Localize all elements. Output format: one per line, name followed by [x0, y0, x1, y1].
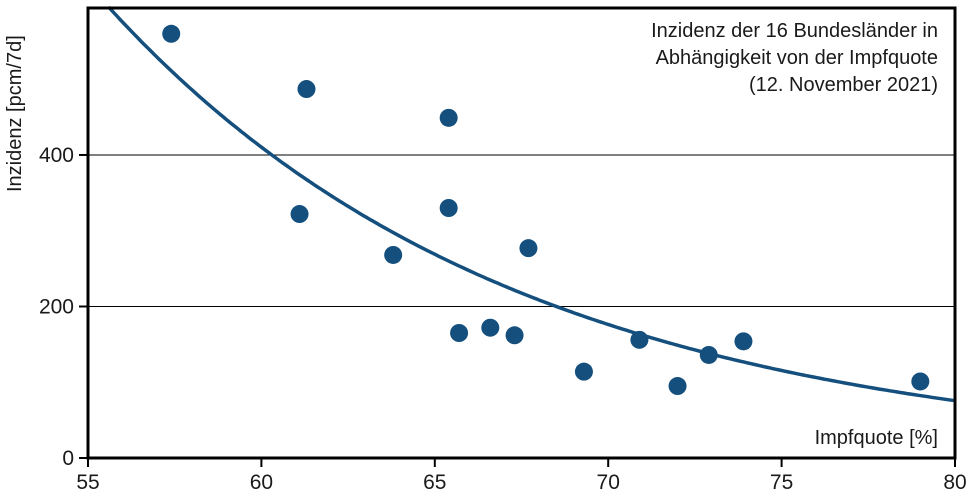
y-tick-label-200: 200 — [39, 295, 74, 318]
chart-title: Inzidenz der 16 Bundesländer in Abhängig… — [651, 18, 938, 99]
data-point-14 — [734, 332, 753, 351]
data-point-12 — [668, 377, 687, 396]
data-point-1 — [290, 205, 309, 224]
data-point-10 — [574, 362, 593, 381]
x-axis-label: Impfquote [%] — [814, 427, 938, 449]
data-point-6 — [450, 324, 469, 342]
x-tick-label-55: 55 — [76, 471, 99, 492]
chart-title-line-2: Abhängigkeit von der Impfquote — [655, 47, 938, 69]
chart-title-line-3: (12. November 2021) — [749, 74, 938, 96]
x-tick-label-65: 65 — [423, 471, 446, 492]
chart-title-line-1: Inzidenz der 16 Bundesländer in — [651, 20, 938, 42]
data-point-2 — [297, 80, 316, 99]
data-point-9 — [519, 239, 538, 258]
data-point-3 — [384, 245, 403, 264]
y-axis-label: Inzidenz [pcm/7d] — [4, 35, 26, 193]
data-point-0 — [162, 24, 181, 43]
x-tick-label-60: 60 — [250, 471, 273, 492]
x-tick-label-70: 70 — [597, 471, 620, 492]
data-point-13 — [699, 345, 718, 364]
y-tick-label-0: 0 — [62, 447, 74, 470]
x-tick-label-75: 75 — [770, 471, 793, 492]
y-tick-label-400: 400 — [39, 144, 74, 167]
data-point-5 — [439, 199, 458, 217]
data-point-11 — [630, 330, 649, 349]
data-point-7 — [481, 318, 500, 337]
x-tick-label-80: 80 — [943, 471, 966, 492]
plot-border — [86, 6, 957, 460]
data-point-8 — [505, 326, 524, 345]
data-point-4 — [439, 108, 458, 127]
data-point-15 — [911, 372, 930, 391]
trend-curve — [107, 6, 955, 403]
